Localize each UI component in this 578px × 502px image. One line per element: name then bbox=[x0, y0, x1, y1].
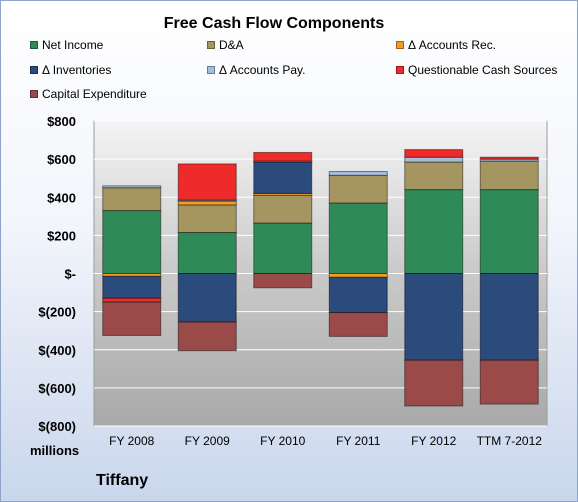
bar-segment bbox=[479, 273, 539, 361]
legend-label: Questionable Cash Sources bbox=[408, 63, 558, 77]
bar-segment bbox=[404, 189, 464, 274]
bar-segment bbox=[328, 276, 388, 314]
legend-label: Net Income bbox=[42, 38, 104, 52]
legend-item-questionable-cash: Questionable Cash Sources bbox=[396, 63, 557, 77]
bar-segment bbox=[328, 312, 388, 337]
legend-item-net-income: Net Income bbox=[30, 38, 103, 52]
bar-segment bbox=[479, 359, 539, 405]
legend-label: Capital Expenditure bbox=[42, 87, 147, 101]
bar-segment bbox=[102, 210, 162, 274]
legend-label: D&A bbox=[219, 38, 244, 52]
legend-item-accounts-pay: Δ Accounts Pay. bbox=[207, 63, 306, 77]
bar-segment bbox=[253, 161, 313, 194]
legend-item-da: D&A bbox=[207, 38, 244, 52]
y-tick-label: $(800) bbox=[38, 419, 76, 434]
legend-swatch bbox=[396, 41, 404, 49]
company-label: Tiffany bbox=[96, 472, 149, 489]
bar-segment bbox=[404, 149, 464, 158]
legend-swatch bbox=[30, 90, 38, 98]
x-tick-label: FY 2010 bbox=[260, 434, 305, 448]
y-tick-label: $800 bbox=[47, 114, 76, 129]
bar-segment bbox=[404, 161, 464, 191]
bar-segment bbox=[328, 202, 388, 274]
bar-segment bbox=[177, 321, 237, 352]
legend-item-inventories: Δ Inventories bbox=[30, 63, 111, 77]
bar-segment bbox=[177, 204, 237, 234]
bar-segment bbox=[177, 273, 237, 323]
bar-segment bbox=[328, 174, 388, 204]
legend-item-capex: Capital Expenditure bbox=[30, 87, 147, 101]
bar-segment bbox=[404, 156, 464, 163]
x-tick-label: FY 2011 bbox=[336, 434, 381, 448]
bar-segment bbox=[102, 297, 162, 303]
bar-segment bbox=[102, 187, 162, 212]
bar-segment bbox=[177, 163, 237, 201]
y-tick-label: $(200) bbox=[38, 305, 76, 320]
unit-label: millions bbox=[30, 443, 80, 458]
bar-segment bbox=[479, 160, 539, 191]
bar-segment bbox=[328, 171, 388, 176]
legend-label: Δ Accounts Pay. bbox=[219, 63, 306, 77]
bar-segment bbox=[253, 151, 313, 162]
bar-segment bbox=[404, 273, 464, 361]
y-tick-label: $600 bbox=[47, 152, 76, 167]
y-tick-label: $(400) bbox=[38, 343, 76, 358]
legend-swatch bbox=[207, 66, 215, 74]
legend-swatch bbox=[30, 66, 38, 74]
bar-segment bbox=[102, 275, 162, 299]
bar-segment bbox=[328, 273, 388, 278]
bar-segment bbox=[479, 156, 539, 160]
y-tick-label: $- bbox=[64, 267, 76, 282]
bar-segment bbox=[253, 194, 313, 224]
x-tick-label: TTM 7-2012 bbox=[477, 434, 543, 448]
bar-segment bbox=[177, 232, 237, 274]
y-tick-label: $400 bbox=[47, 190, 76, 205]
chart-title: Free Cash Flow Components bbox=[163, 15, 385, 32]
bar-segment bbox=[253, 273, 313, 289]
bar-segment bbox=[479, 189, 539, 274]
legend-swatch bbox=[207, 41, 215, 49]
bar-segment bbox=[102, 185, 162, 189]
bar-segment bbox=[253, 222, 313, 274]
y-tick-label: $(600) bbox=[38, 381, 76, 396]
legend-item-accounts-rec: Δ Accounts Rec. bbox=[396, 38, 496, 52]
bar-segment bbox=[177, 200, 237, 206]
legend-swatch bbox=[30, 41, 38, 49]
x-tick-label: FY 2009 bbox=[185, 434, 230, 448]
y-tick-label: $200 bbox=[47, 228, 76, 243]
bar-segment bbox=[404, 359, 464, 407]
legend-label: Δ Accounts Rec. bbox=[408, 38, 497, 52]
legend-label: Δ Inventories bbox=[42, 63, 112, 77]
legend-swatch bbox=[396, 66, 404, 74]
bar-segment bbox=[102, 301, 162, 336]
x-tick-label: FY 2012 bbox=[411, 434, 456, 448]
x-tick-label: FY 2008 bbox=[109, 434, 154, 448]
